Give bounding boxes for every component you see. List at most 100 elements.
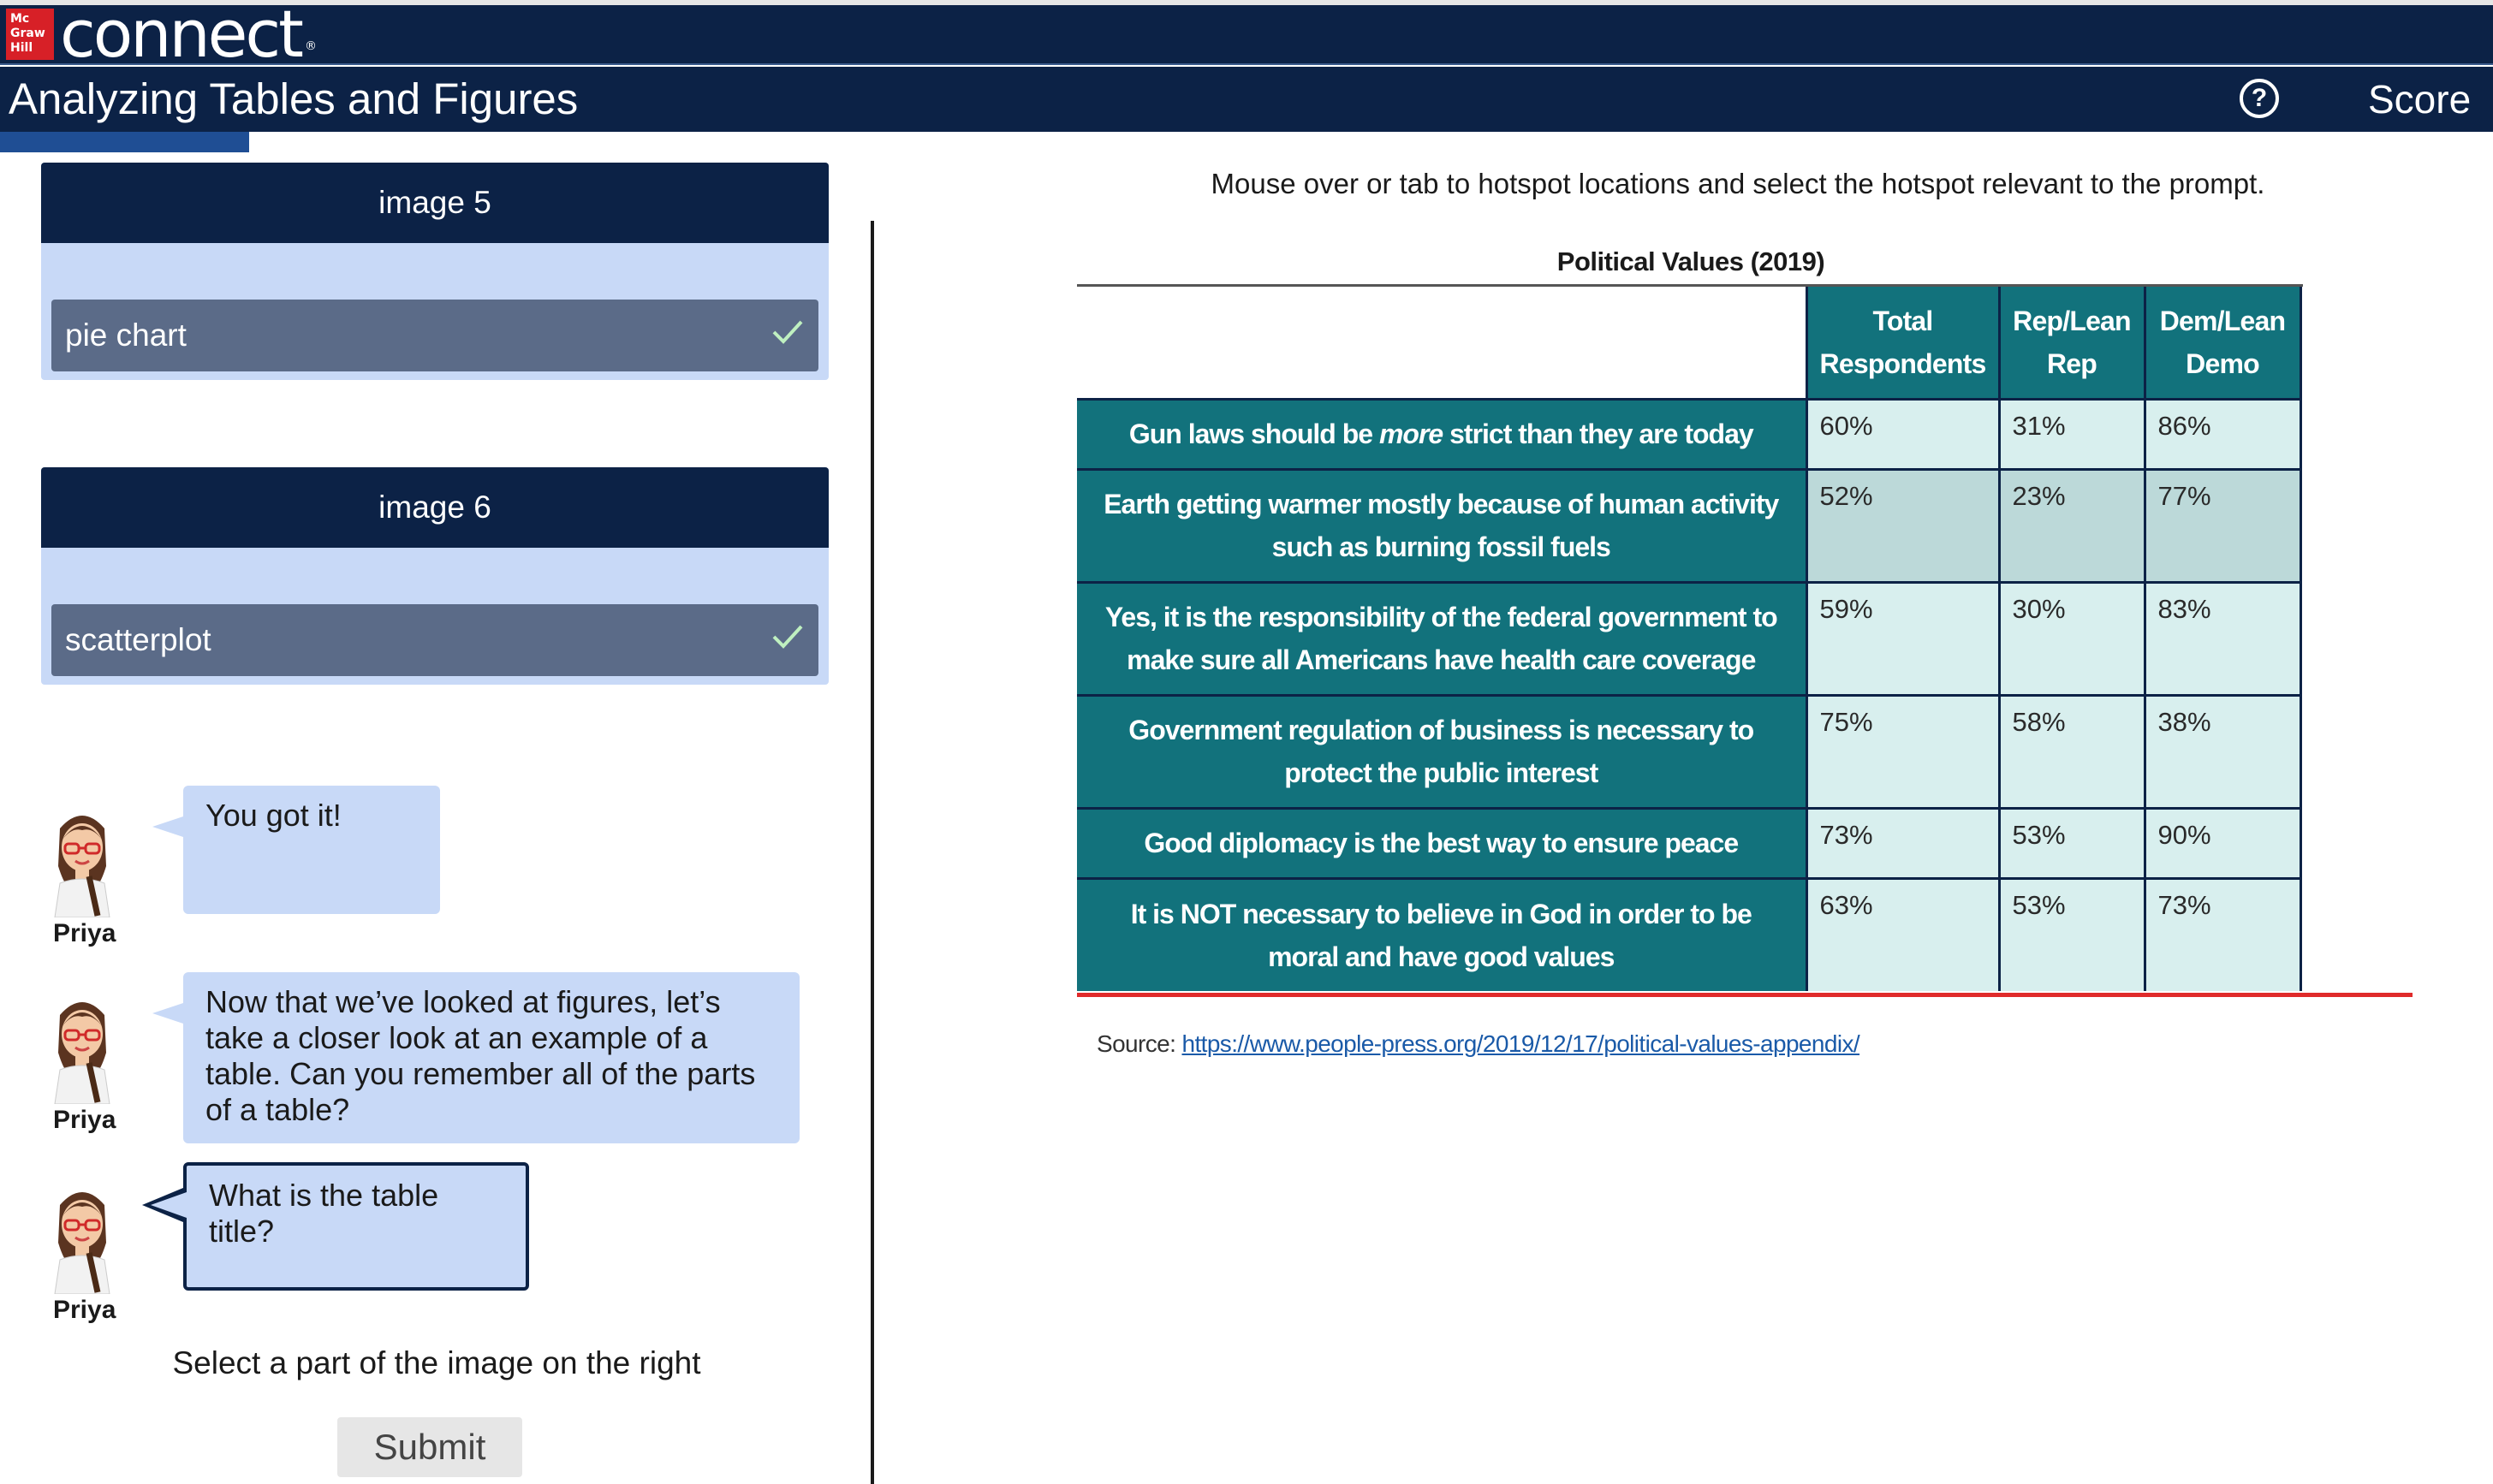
row-label: Yes, it is the responsibility of the fed… bbox=[1104, 602, 1778, 632]
title-bar: Analyzing Tables and Figures ? Score bbox=[0, 67, 2493, 132]
priya-avatar-icon bbox=[54, 1192, 110, 1295]
answer-value: scatterplot bbox=[65, 622, 211, 657]
row-label-emphasis: more bbox=[1378, 418, 1443, 449]
table-cell[interactable]: 52% bbox=[1805, 467, 1999, 582]
speaker-name: Priya bbox=[53, 1106, 116, 1134]
row-stub[interactable]: Yes, it is the responsibility of the fed… bbox=[1077, 580, 1806, 695]
row-label: protect the public interest bbox=[1284, 757, 1598, 788]
row-label: moral and have good values bbox=[1268, 941, 1615, 972]
table-cell[interactable]: 59% bbox=[1805, 580, 1999, 695]
column-header[interactable]: Rep/Lean Rep bbox=[1997, 287, 2145, 399]
column-header-line: Rep/Lean bbox=[2013, 305, 2131, 336]
table-cell[interactable]: 53% bbox=[1997, 876, 2145, 991]
submit-button[interactable]: Submit bbox=[337, 1417, 522, 1477]
table-bottom-rule bbox=[1077, 993, 2413, 997]
row-label: Gun laws should be bbox=[1128, 418, 1379, 449]
avatar-priya: Priya bbox=[41, 991, 123, 1145]
page-title: Analyzing Tables and Figures bbox=[9, 74, 579, 123]
table-cell[interactable]: 75% bbox=[1805, 693, 1999, 808]
column-header[interactable]: Dem/Lean Demo bbox=[2143, 287, 2302, 399]
table-cell[interactable]: 77% bbox=[2143, 467, 2302, 582]
avatar-priya: Priya bbox=[41, 1181, 123, 1335]
column-header-line: Dem/Lean bbox=[2159, 305, 2286, 336]
answer-dropdown[interactable]: scatterplot bbox=[51, 604, 818, 676]
table-header-row: Total Respondents Rep/Lean Rep Dem/Lean Dem… bbox=[1077, 287, 2302, 401]
table-row: Earth getting warmer mostly because of h… bbox=[1077, 467, 2302, 582]
chat-message: Now that we’ve looked at figures, let’s … bbox=[205, 984, 756, 1127]
table-cell[interactable]: 63% bbox=[1805, 876, 1999, 991]
bubble-tail-inner bbox=[151, 1192, 187, 1218]
progress-bar-fill bbox=[0, 132, 250, 152]
row-label: Good diplomacy is the best way to ensure… bbox=[1144, 828, 1739, 858]
table-cell[interactable]: 30% bbox=[1997, 580, 2145, 695]
row-stub[interactable]: Government regulation of business is nec… bbox=[1077, 693, 1806, 808]
row-label: It is NOT necessary to believe in God in… bbox=[1130, 898, 1752, 929]
row-label: Earth getting warmer mostly because of h… bbox=[1104, 489, 1779, 519]
table-row: Government regulation of business is nec… bbox=[1077, 693, 2302, 808]
column-header-line: Rep bbox=[2046, 347, 2097, 379]
table-cell[interactable]: 58% bbox=[1997, 693, 2145, 808]
question-circle-icon[interactable]: ? bbox=[2240, 79, 2279, 118]
table-cell[interactable]: 83% bbox=[2143, 580, 2302, 695]
table-cell[interactable]: 53% bbox=[1997, 806, 2145, 878]
score-button[interactable]: Score bbox=[2368, 77, 2472, 122]
table-source[interactable]: Source: https://www.people-press.org/201… bbox=[1097, 1030, 1860, 1058]
bubble-tail bbox=[152, 816, 183, 837]
table-cell[interactable]: 38% bbox=[2143, 693, 2302, 808]
table-cell[interactable]: 31% bbox=[1997, 397, 2145, 469]
chat-bubble-current: What is the table title? bbox=[142, 1162, 529, 1291]
card-heading: image 5 bbox=[41, 163, 829, 243]
mcgraw-hill-logo: Mc Graw Hill bbox=[6, 9, 54, 60]
answer-value: pie chart bbox=[65, 318, 187, 353]
column-header[interactable]: Total Respondents bbox=[1805, 287, 1999, 399]
title-rule bbox=[1077, 284, 2303, 287]
connect-logo: connect ® bbox=[60, 0, 317, 68]
column-header-line: Respondents bbox=[1819, 347, 1987, 379]
row-label: strict than they are today bbox=[1443, 418, 1754, 449]
table-cell[interactable]: 86% bbox=[2143, 397, 2302, 469]
table-cell[interactable]: 23% bbox=[1997, 467, 2145, 582]
chat-bubble: Now that we’ve looked at figures, let’s … bbox=[152, 972, 800, 1143]
answer-dropdown[interactable]: pie chart bbox=[51, 300, 818, 371]
table-row: Gun laws should be more strict than they… bbox=[1077, 397, 2302, 469]
priya-avatar-icon bbox=[54, 1002, 110, 1105]
speaker-name: Priya bbox=[53, 919, 116, 947]
row-stub[interactable]: Earth getting warmer mostly because of h… bbox=[1077, 467, 1806, 582]
bubble-tail bbox=[152, 1003, 183, 1024]
top-edge bbox=[0, 0, 2493, 5]
hotspot-prompt: Mouse over or tab to hotspot locations a… bbox=[1211, 168, 2265, 199]
row-stub[interactable]: It is NOT necessary to believe in God in… bbox=[1077, 876, 1806, 991]
table-cell[interactable]: 73% bbox=[2143, 876, 2302, 991]
priya-avatar-icon bbox=[54, 816, 110, 918]
product-name: connect bbox=[60, 0, 304, 72]
political-values-table[interactable]: Total Respondents Rep/Lean Rep Dem/Lean Dem… bbox=[1077, 287, 2302, 991]
table-row: Yes, it is the responsibility of the fed… bbox=[1077, 580, 2302, 695]
registered-mark: ® bbox=[304, 39, 317, 53]
answered-card-image-5: image 5 pie chart bbox=[41, 163, 829, 380]
table-cell[interactable]: 90% bbox=[2143, 806, 2302, 878]
panel-divider bbox=[871, 221, 874, 1484]
chat-bubble: You got it! bbox=[152, 786, 440, 914]
source-link[interactable]: https://www.people-press.org/2019/12/17/… bbox=[1181, 1030, 1860, 1057]
table-row: Good diplomacy is the best way to ensure… bbox=[1077, 806, 2302, 878]
table-cell[interactable]: 73% bbox=[1805, 806, 1999, 878]
row-stub[interactable]: Gun laws should be more strict than they… bbox=[1077, 397, 1806, 469]
row-label: make sure all Americans have health care… bbox=[1127, 644, 1756, 675]
speaker-name: Priya bbox=[53, 1296, 116, 1324]
chat-message: You got it! bbox=[205, 798, 342, 833]
logo-text-line: Mc bbox=[10, 12, 30, 26]
logo-text-line: Graw bbox=[10, 27, 45, 40]
table-cell[interactable]: 60% bbox=[1805, 397, 1999, 469]
table-title-hotspot[interactable]: Political Values (2019) bbox=[1556, 246, 1825, 276]
checkmark-icon bbox=[772, 320, 803, 344]
brand-bar: Mc Graw Hill connect ® bbox=[0, 0, 2493, 68]
progress-bar bbox=[0, 132, 2493, 152]
checkmark-icon bbox=[772, 625, 803, 649]
table-row: It is NOT necessary to believe in God in… bbox=[1077, 876, 2302, 991]
answered-card-image-6: image 6 scatterplot bbox=[41, 467, 829, 685]
chat-message: What is the table title? bbox=[209, 1178, 439, 1249]
column-header-line: Demo bbox=[2186, 347, 2260, 379]
table-corner-cell[interactable] bbox=[1077, 287, 1806, 401]
row-label: Government regulation of business is nec… bbox=[1128, 715, 1754, 745]
row-stub[interactable]: Good diplomacy is the best way to ensure… bbox=[1077, 806, 1806, 878]
